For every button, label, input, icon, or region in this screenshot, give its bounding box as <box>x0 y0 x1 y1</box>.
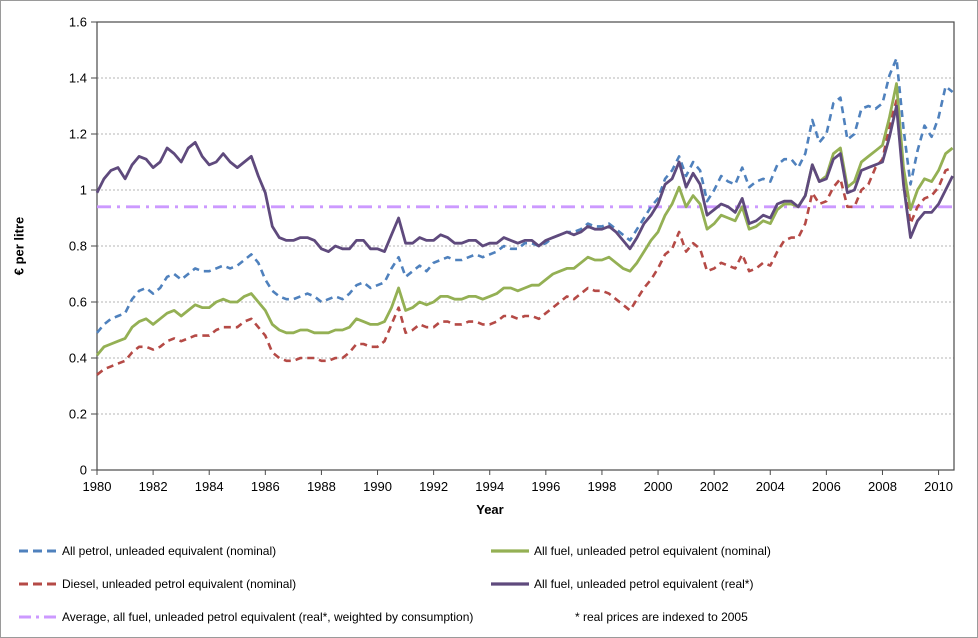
plot-svg: 0 0.2 0.4 0.6 0.8 1 1.2 1.4 1.6 1980 1982 1984 1986 1… <box>69 15 955 494</box>
legend-item-average-real: Average, all fuel, unleaded petrol equiv… <box>19 610 491 624</box>
svg-text:1.2: 1.2 <box>69 127 87 142</box>
svg-text:0.6: 0.6 <box>69 295 87 310</box>
svg-text:1.6: 1.6 <box>69 15 87 30</box>
svg-text:0.4: 0.4 <box>69 351 87 366</box>
svg-text:0.2: 0.2 <box>69 407 87 422</box>
svg-text:1998: 1998 <box>587 479 616 494</box>
svg-text:0: 0 <box>80 463 87 478</box>
legend: All petrol, unleaded equivalent (nominal… <box>19 534 963 633</box>
legend-item-diesel-nominal: Diesel, unleaded petrol equivalent (nomi… <box>19 577 491 591</box>
y-axis-title: € per litre <box>11 216 27 276</box>
legend-swatch-petrol-nominal <box>19 549 57 552</box>
svg-text:2010: 2010 <box>924 479 953 494</box>
legend-label-petrol-nominal: All petrol, unleaded equivalent (nominal… <box>62 543 277 558</box>
legend-label-allfuel-real: All fuel, unleaded petrol equivalent (re… <box>534 576 754 591</box>
svg-text:0.8: 0.8 <box>69 239 87 254</box>
legend-swatch-allfuel-nominal <box>491 548 529 553</box>
legend-label-average-real: Average, all fuel, unleaded petrol equiv… <box>62 609 474 624</box>
legend-label-diesel-nominal: Diesel, unleaded petrol equivalent (nomi… <box>62 576 297 591</box>
svg-text:1992: 1992 <box>419 479 448 494</box>
svg-text:1982: 1982 <box>139 479 168 494</box>
svg-text:1986: 1986 <box>251 479 280 494</box>
legend-swatch-diesel-nominal <box>19 582 57 585</box>
svg-text:2002: 2002 <box>700 479 729 494</box>
svg-text:1994: 1994 <box>475 479 504 494</box>
svg-text:1990: 1990 <box>363 479 392 494</box>
legend-item-allfuel-real: All fuel, unleaded petrol equivalent (re… <box>491 577 963 591</box>
x-axis-title: Year <box>476 502 504 517</box>
svg-text:2008: 2008 <box>868 479 897 494</box>
svg-text:1996: 1996 <box>531 479 560 494</box>
svg-text:1980: 1980 <box>83 479 112 494</box>
legend-swatch-allfuel-real <box>491 581 529 586</box>
svg-text:2000: 2000 <box>644 479 673 494</box>
svg-text:1.4: 1.4 <box>69 71 87 86</box>
svg-text:1988: 1988 <box>307 479 336 494</box>
svg-text:1984: 1984 <box>195 479 224 494</box>
legend-swatch-average-real <box>19 615 57 618</box>
svg-text:2004: 2004 <box>756 479 785 494</box>
real-prices-note: * real prices are indexed to 2005 <box>575 609 748 624</box>
svg-text:1: 1 <box>80 183 87 198</box>
svg-text:2006: 2006 <box>812 479 841 494</box>
legend-item-petrol-nominal: All petrol, unleaded equivalent (nominal… <box>19 544 491 558</box>
legend-label-allfuel-nominal: All fuel, unleaded petrol equivalent (no… <box>534 543 771 558</box>
legend-item-allfuel-nominal: All fuel, unleaded petrol equivalent (no… <box>491 544 963 558</box>
